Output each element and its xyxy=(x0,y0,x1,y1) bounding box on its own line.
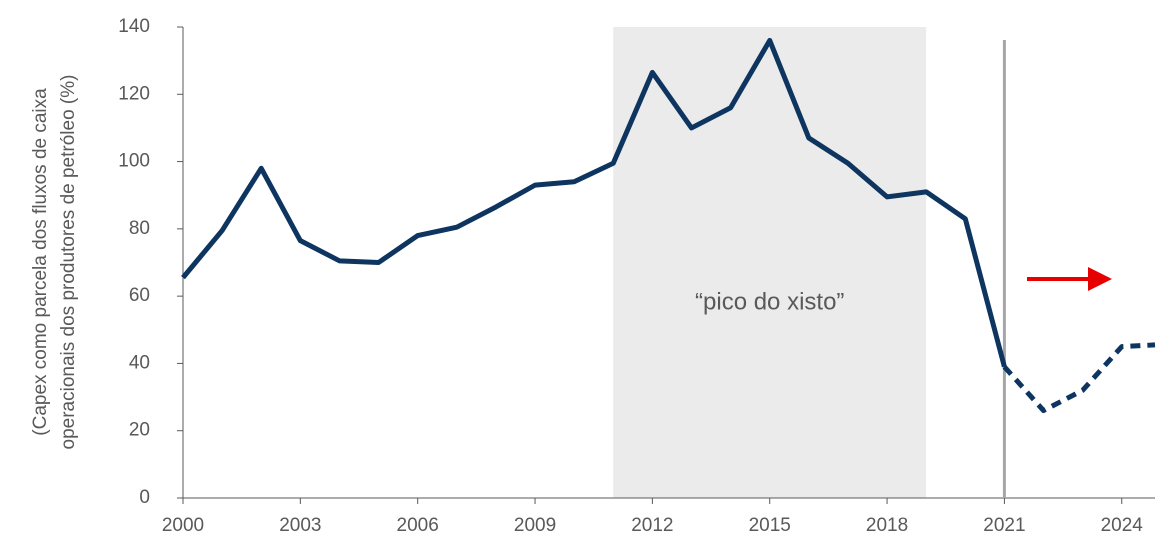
x-tick-label: 2009 xyxy=(514,515,556,536)
y-axis-title-line: operacionais dos produtores de petróleo … xyxy=(58,75,79,450)
x-tick-label: 2024 xyxy=(1101,515,1144,536)
y-tick-label: 140 xyxy=(118,16,150,37)
series-line xyxy=(1002,342,1156,414)
x-tick-label: 2021 xyxy=(983,515,1025,536)
y-tick-label: 0 xyxy=(139,487,150,508)
y-tick-label: 100 xyxy=(118,151,150,172)
x-tick-label: 2012 xyxy=(631,515,673,536)
x-tick-label: 2003 xyxy=(279,515,321,536)
y-tick-label: 80 xyxy=(129,218,150,239)
x-tick-label: 2018 xyxy=(866,515,908,536)
y-tick-label: 20 xyxy=(129,420,150,441)
y-tick-label: 40 xyxy=(129,352,150,373)
y-axis-title-line: (Capex como parcela dos fluxos de caixa xyxy=(30,88,51,436)
annotation: “pico do xisto” xyxy=(695,288,844,315)
x-tick-label: 2000 xyxy=(162,515,204,536)
y-axis-title: (Capex como parcela dos fluxos de caixa … xyxy=(30,75,79,450)
series-line xyxy=(181,37,1007,368)
shaded-region xyxy=(613,27,927,498)
x-tick-label: 2015 xyxy=(749,515,791,536)
y-tick-label: 60 xyxy=(129,285,150,306)
x-tick-label: 2006 xyxy=(397,515,439,536)
y-tick-label: 120 xyxy=(118,83,150,104)
